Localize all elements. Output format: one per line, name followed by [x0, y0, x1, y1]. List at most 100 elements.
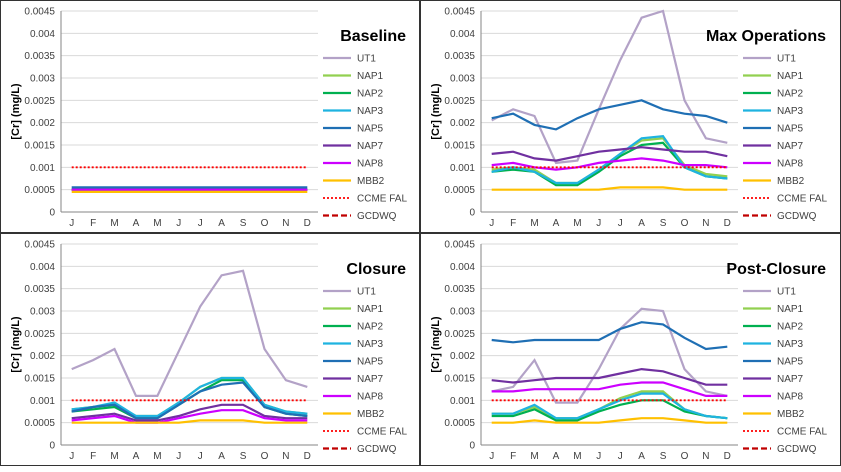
y-tick-label: 0.0005	[444, 418, 475, 429]
y-tick-label: 0.0045	[24, 7, 55, 18]
x-tick-label: A	[133, 451, 140, 462]
legend-label: NAP2	[777, 89, 804, 100]
series-line-mbb2	[491, 417, 728, 424]
series-line-nap2	[491, 399, 728, 422]
legend-label: NAP5	[357, 124, 384, 135]
legend-label: MBB2	[777, 176, 805, 187]
x-tick-label: M	[573, 451, 581, 462]
legend-label: CCME FAL	[777, 427, 827, 438]
y-tick-label: 0.001	[30, 396, 55, 407]
y-axis-label: [Cr] (mg/L)	[430, 316, 442, 373]
legend-label: UT1	[357, 287, 376, 298]
chart-panel-3: 0 0.0005 0.001 0.0015 0.002 0.0025 0.003 0.0035…	[420, 233, 841, 466]
series-line-mbb2	[491, 186, 728, 191]
y-tick-label: 0.0035	[444, 284, 475, 295]
legend-label: NAP1	[777, 71, 804, 82]
legend-label: NAP5	[777, 124, 804, 135]
x-tick-label: N	[702, 451, 709, 462]
legend-label: NAP3	[777, 339, 804, 350]
legend-label: NAP1	[357, 71, 384, 82]
x-tick-label: D	[304, 218, 311, 229]
y-tick-label: 0.0015	[444, 141, 475, 152]
y-tick-label: 0.0045	[444, 240, 475, 251]
y-tick-label: 0.003	[30, 307, 55, 318]
y-tick-label: 0.003	[450, 74, 475, 85]
series-line-nap7	[71, 403, 308, 422]
chart-svg: 0 0.0005 0.001 0.0015 0.002 0.0025 0.003 0.0035…	[10, 240, 407, 463]
chart-panel-0: 0 0.0005 0.001 0.0015 0.002 0.0025 0.003 0.0035…	[0, 0, 420, 233]
x-tick-label: M	[153, 451, 161, 462]
legend-label: NAP8	[777, 392, 804, 403]
series-line-nap3	[491, 134, 728, 185]
y-tick-label: 0	[49, 208, 55, 219]
x-tick-label: N	[702, 218, 709, 229]
x-tick-label: M	[110, 218, 118, 229]
y-tick-label: 0.002	[450, 118, 475, 129]
y-tick-label: 0.003	[450, 307, 475, 318]
y-tick-label: 0.003	[30, 74, 55, 85]
y-axis-label: [Cr] (mg/L)	[430, 83, 442, 140]
legend-label: NAP7	[777, 374, 804, 385]
chart-title: Closure	[346, 261, 406, 278]
x-tick-label: J	[596, 451, 601, 462]
legend-label: NAP5	[777, 357, 804, 368]
x-tick-label: M	[573, 218, 581, 229]
x-tick-label: J	[618, 218, 623, 229]
x-tick-label: J	[69, 451, 74, 462]
legend-label: NAP5	[357, 357, 384, 368]
x-tick-label: S	[240, 218, 247, 229]
series-line-nap5	[491, 321, 728, 351]
series-line-nap8	[491, 381, 728, 397]
x-tick-label: M	[153, 218, 161, 229]
legend-label: NAP2	[777, 322, 804, 333]
x-tick-label: M	[530, 451, 538, 462]
x-tick-label: A	[638, 218, 645, 229]
legend-label: UT1	[777, 287, 796, 298]
legend-label: NAP2	[357, 322, 384, 333]
chart-title: Max Operations	[706, 28, 826, 45]
x-tick-label: J	[198, 451, 203, 462]
legend-label: NAP1	[777, 304, 804, 315]
legend-label: NAP8	[357, 159, 384, 170]
y-tick-label: 0.0015	[24, 374, 55, 385]
x-tick-label: O	[681, 451, 689, 462]
y-tick-label: 0	[469, 208, 475, 219]
y-tick-label: 0.0045	[24, 240, 55, 251]
chart-panel-2: 0 0.0005 0.001 0.0015 0.002 0.0025 0.003 0.0035…	[0, 233, 420, 466]
y-tick-label: 0.004	[30, 29, 55, 40]
x-tick-label: D	[724, 451, 731, 462]
series-line-ut1	[491, 9, 728, 165]
chart-svg: 0 0.0005 0.001 0.0015 0.002 0.0025 0.003 0.0035…	[430, 7, 827, 230]
legend-label: GCDWQ	[357, 444, 397, 455]
y-axis-label: [Cr] (mg/L)	[10, 316, 22, 373]
y-tick-label: 0.002	[30, 118, 55, 129]
x-tick-label: O	[261, 451, 269, 462]
chart-title: Baseline	[340, 28, 406, 45]
legend-label: NAP7	[357, 374, 384, 385]
x-tick-label: D	[724, 218, 731, 229]
x-tick-label: J	[618, 451, 623, 462]
chart-title: Post-Closure	[726, 261, 826, 278]
series-line-nap5	[71, 381, 308, 420]
x-tick-label: J	[176, 451, 181, 462]
y-tick-label: 0.0035	[444, 51, 475, 62]
y-tick-label: 0.001	[30, 163, 55, 174]
x-tick-label: A	[218, 451, 225, 462]
x-tick-label: F	[90, 451, 96, 462]
legend-label: CCME FAL	[357, 194, 407, 205]
x-tick-label: M	[530, 218, 538, 229]
y-tick-label: 0.0025	[444, 329, 475, 340]
y-tick-label: 0.004	[450, 262, 475, 273]
x-tick-label: O	[261, 218, 269, 229]
legend-label: NAP3	[777, 106, 804, 117]
x-tick-label: J	[489, 218, 494, 229]
y-tick-label: 0.0005	[24, 418, 55, 429]
y-tick-label: 0.0035	[24, 51, 55, 62]
x-tick-label: M	[110, 451, 118, 462]
x-tick-label: F	[510, 218, 516, 229]
legend-label: CCME FAL	[357, 427, 407, 438]
series-line-nap7	[491, 367, 728, 386]
legend-label: NAP7	[777, 141, 804, 152]
x-tick-label: A	[638, 451, 645, 462]
y-tick-label: 0.0015	[24, 141, 55, 152]
